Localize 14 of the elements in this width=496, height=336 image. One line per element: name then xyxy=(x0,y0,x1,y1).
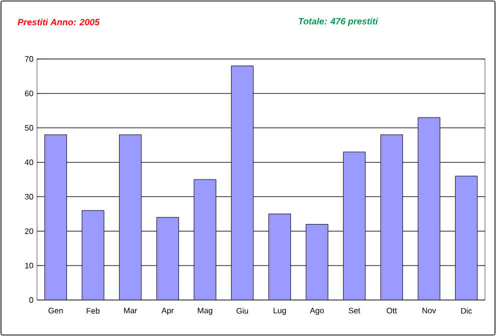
bar xyxy=(44,134,67,300)
bar xyxy=(455,176,478,300)
chart-title: Prestiti Anno: 2005 xyxy=(18,18,100,26)
bar xyxy=(82,210,104,300)
bar xyxy=(380,134,403,300)
bar xyxy=(194,179,216,300)
chart-subtitle: Totale: 476 prestiti xyxy=(298,18,378,26)
bar xyxy=(231,66,254,300)
bar xyxy=(268,214,291,300)
bar xyxy=(418,117,440,300)
bar xyxy=(119,134,142,300)
bar xyxy=(156,217,179,300)
bar xyxy=(343,152,366,300)
bar xyxy=(306,224,328,300)
